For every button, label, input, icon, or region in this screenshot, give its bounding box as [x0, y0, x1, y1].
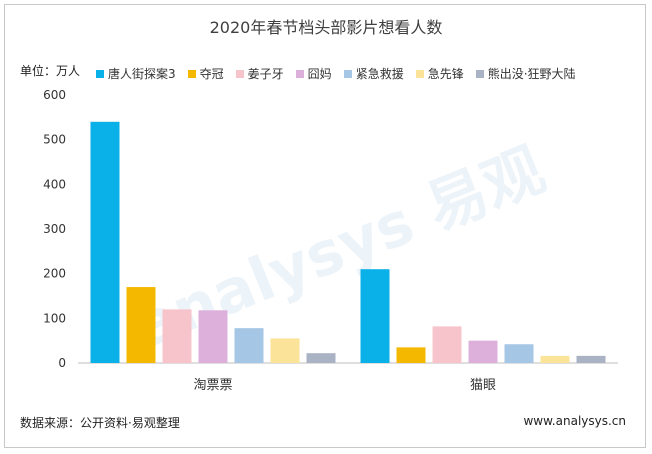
unit-label: 单位：万人 — [20, 64, 81, 78]
bar — [396, 347, 426, 363]
bar — [90, 121, 120, 363]
bar — [504, 344, 534, 363]
bar — [162, 309, 192, 363]
legend: 唐人街探案3 夺冠 姜子牙 囧妈 紧急救援 急先锋 熊出没·狂野大陆 — [96, 65, 588, 82]
legend-item: 唐人街探案3 — [96, 65, 176, 82]
legend-swatch — [295, 69, 304, 78]
legend-swatch — [187, 69, 196, 78]
x-tick-label: 猫眼 — [470, 378, 496, 393]
bar — [306, 353, 336, 363]
legend-label: 唐人街探案3 — [108, 67, 176, 81]
legend-swatch — [343, 69, 352, 78]
x-tick-label: 淘票票 — [193, 378, 232, 393]
chart-frame — [4, 4, 646, 448]
legend-item: 熊出没·狂野大陆 — [475, 65, 576, 82]
legend-swatch — [235, 69, 244, 78]
bar — [360, 269, 390, 363]
legend-item: 姜子牙 — [235, 65, 284, 82]
legend-item: 囧妈 — [295, 65, 332, 82]
legend-item: 急先锋 — [415, 65, 464, 82]
y-tick-label: 100 — [43, 311, 66, 325]
legend-swatch — [415, 69, 424, 78]
bar — [270, 338, 300, 363]
legend-label: 熊出没·狂野大陆 — [487, 67, 576, 81]
bar — [576, 355, 606, 363]
bar — [198, 310, 228, 363]
chart-title: 2020年春节档头部影片想看人数 — [209, 18, 443, 37]
legend-item: 夺冠 — [187, 65, 224, 82]
bar — [432, 326, 462, 363]
legend-swatch — [475, 69, 484, 78]
legend-label: 紧急救援 — [355, 67, 404, 81]
y-tick-label: 500 — [43, 133, 66, 147]
bar — [234, 328, 264, 363]
legend-label: 姜子牙 — [247, 67, 284, 81]
bar — [468, 340, 498, 363]
legend-item: 紧急救援 — [343, 65, 404, 82]
y-tick-label: 300 — [43, 222, 66, 236]
legend-label: 夺冠 — [199, 67, 224, 81]
bar — [126, 287, 156, 363]
legend-label: 囧妈 — [307, 67, 332, 81]
legend-swatch — [96, 69, 104, 78]
y-tick-label: 200 — [43, 267, 66, 281]
bar — [540, 355, 570, 363]
y-tick-label: 400 — [43, 177, 66, 191]
y-tick-label: 0 — [58, 356, 66, 370]
y-tick-label: 600 — [43, 88, 66, 102]
site-url: www.analysys.cn — [523, 414, 626, 428]
source-note: 数据来源：公开资料·易观整理 — [20, 416, 180, 430]
legend-label: 急先锋 — [427, 67, 464, 81]
